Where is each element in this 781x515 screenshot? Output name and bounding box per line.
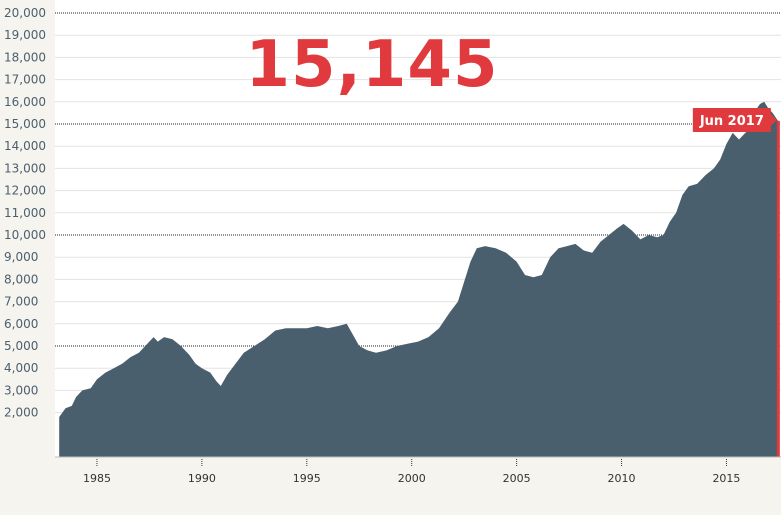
series-area-fill (59, 101, 778, 458)
y-tick-label: 6,000 (4, 317, 38, 331)
y-tick-label: 9,000 (4, 250, 38, 264)
x-tick-label: 2015 (712, 472, 740, 485)
y-tick-label: 12,000 (4, 184, 46, 198)
callout-box (692, 108, 771, 132)
y-tick-label: 3,000 (4, 383, 38, 397)
headline-value: 15,145 (246, 28, 499, 102)
x-tick-label: 2005 (503, 472, 531, 485)
x-tick-label: 2000 (398, 472, 426, 485)
y-tick-label: 14,000 (4, 139, 46, 153)
y-tick-label: 4,000 (4, 361, 38, 375)
y-tick-label: 2,000 (4, 406, 38, 420)
series-area (59, 101, 780, 458)
x-tick-label: 1990 (188, 472, 216, 485)
y-tick-label: 10,000 (4, 228, 46, 242)
y-tick-label: 18,000 (4, 50, 46, 64)
y-tick-label: 13,000 (4, 161, 46, 175)
y-tick-label: 8,000 (4, 272, 38, 286)
y-tick-label: 15,000 (4, 117, 46, 131)
y-tick-label: 17,000 (4, 73, 46, 87)
x-tick-label: 1995 (293, 472, 321, 485)
x-axis: 1985 1990 1995 2000 2005 2010 2015 (55, 456, 781, 485)
y-tick-label: 20,000 (4, 6, 46, 20)
callout-label: Jun 2017 (699, 114, 764, 129)
x-tick-label: 2010 (608, 472, 636, 485)
y-tick-label: 7,000 (4, 295, 38, 309)
y-tick-label: 19,000 (4, 28, 46, 42)
y-axis: 2,000 3,000 4,000 5,000 6,000 7,000 8,000 9,000… (4, 6, 46, 420)
callout-pointer (770, 114, 777, 126)
y-tick-label: 5,000 (4, 339, 38, 353)
y-tick-label: 11,000 (4, 206, 46, 220)
latest-value-callout: Jun 2017 (692, 108, 777, 132)
y-tick-label: 16,000 (4, 95, 46, 109)
x-tick-label: 1985 (83, 472, 111, 485)
latest-point-bar (776, 120, 780, 457)
